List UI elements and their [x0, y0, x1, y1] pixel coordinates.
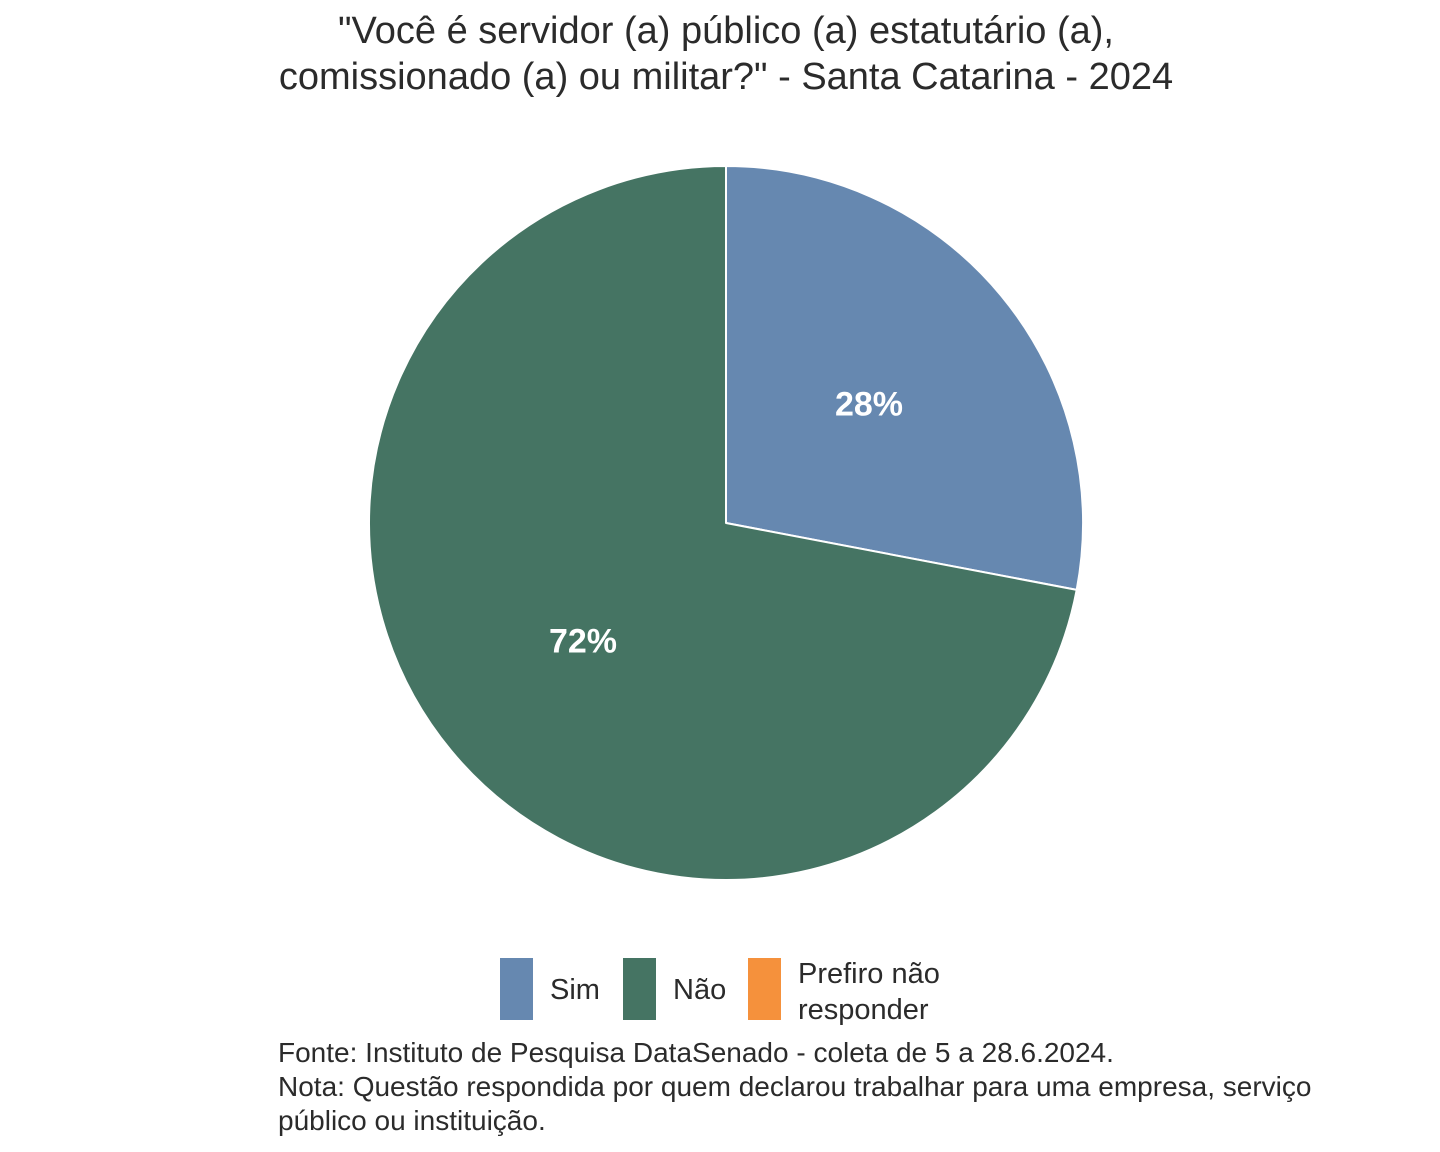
legend-label-nao: Não [673, 972, 726, 1008]
pie-slice-nao [368, 165, 1078, 881]
legend-label-nao-text: Não [673, 974, 727, 1006]
legend-key-sim [500, 958, 533, 1020]
legend-key-prefiro-nao-responder [748, 958, 781, 1020]
pie-label-sim: 28% [835, 386, 903, 424]
legend-key-nao [623, 958, 656, 1020]
pie-slice-sim [725, 165, 1084, 591]
legend-label-sim: Sim [550, 972, 600, 1008]
legend-label-prefiro-line-1: Prefiro não [798, 958, 940, 990]
legend-label-sim-text: Sim [550, 974, 600, 1006]
chart-title: "Você é servidor (a) público (a) estatut… [0, 8, 1440, 100]
chart-caption: Fonte: Instituto de Pesquisa DataSenado … [278, 1036, 1311, 1138]
caption-source: Fonte: Instituto de Pesquisa DataSenado … [278, 1037, 1114, 1068]
chart-title-line-2: comissionado (a) ou militar?" - Santa Ca… [278, 56, 1174, 98]
chart-title-line-1: "Você é servidor (a) público (a) estatut… [338, 10, 1114, 52]
legend-label-prefiro-line-2: responder [798, 994, 929, 1026]
pie-label-nao: 72% [549, 622, 617, 660]
legend-label-prefiro-nao-responder: Prefiro não responder [798, 956, 940, 1028]
caption-note-line-1: Nota: Questão respondida por quem declar… [278, 1071, 1312, 1102]
pie-slices [368, 165, 1084, 881]
pie-slice-labels: 28% 72% [549, 386, 903, 661]
caption-note-line-2: público ou instituição. [278, 1105, 546, 1136]
pie-chart: 28% 72% [368, 165, 1084, 881]
